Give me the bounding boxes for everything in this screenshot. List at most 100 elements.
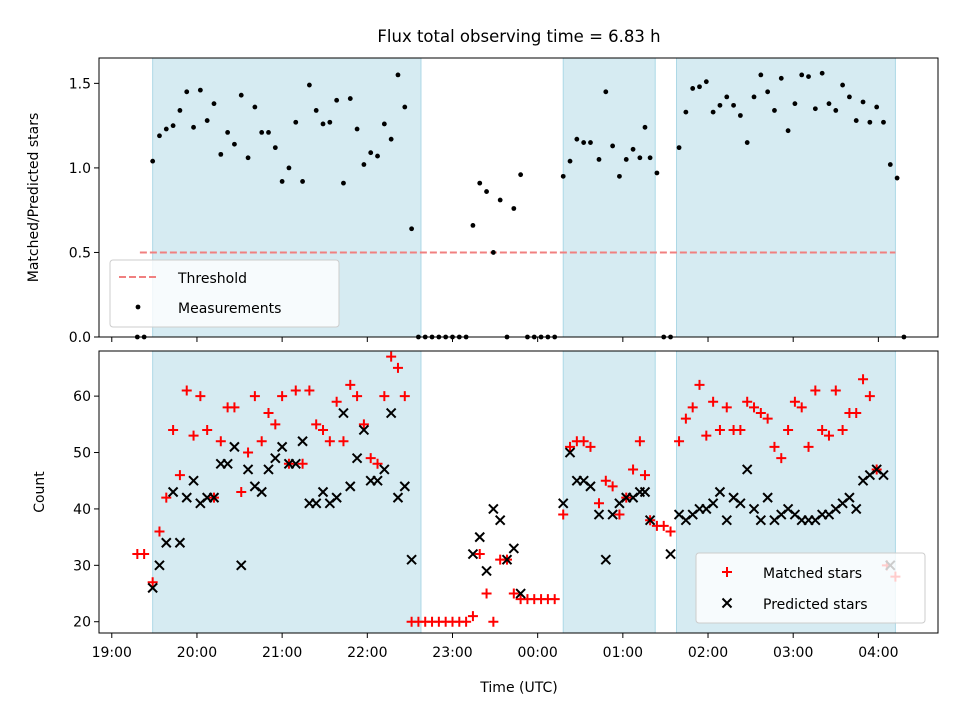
measurement-point	[388, 136, 394, 142]
predicted-point	[310, 498, 322, 509]
measurement-point	[354, 126, 360, 132]
legend-matched-label: Matched stars	[763, 566, 862, 582]
matched-point	[585, 441, 596, 452]
matched-point	[851, 408, 862, 419]
legend-measurement-label: Measurements	[178, 301, 281, 317]
predicted-point	[222, 458, 233, 470]
measurement-point	[826, 101, 832, 107]
measurement-point	[881, 119, 886, 125]
matched-point	[139, 549, 150, 560]
measurement-point	[368, 150, 374, 156]
matched-point	[687, 402, 698, 413]
measurement-point	[375, 153, 380, 159]
measurement-point	[630, 146, 636, 152]
matched-point	[721, 402, 732, 413]
matched-point	[324, 436, 335, 447]
predicted-point	[256, 486, 267, 498]
predicted-point	[741, 464, 753, 475]
measurement-point	[204, 118, 210, 123]
x-tick-label: 01:00	[603, 645, 643, 661]
measurement-point	[847, 94, 852, 100]
matched-point	[593, 498, 604, 509]
predicted-point	[501, 554, 513, 565]
y-tick-label: 40	[73, 502, 91, 518]
matched-point	[461, 616, 472, 627]
matched-point	[338, 436, 349, 447]
legend-box	[695, 552, 926, 624]
predicted-point	[147, 582, 158, 594]
predicted-point	[474, 531, 485, 543]
measurement-point	[581, 140, 587, 145]
predicted-point	[379, 464, 390, 475]
predicted-point	[208, 492, 220, 503]
matched-point	[864, 391, 875, 402]
measurement-point	[497, 197, 503, 203]
measurement-point	[833, 108, 839, 113]
measurement-point	[654, 170, 660, 176]
matched-point	[202, 424, 213, 435]
predicted-point	[665, 548, 676, 560]
predicted-point	[564, 447, 576, 458]
matched-point	[215, 436, 226, 447]
measurement-point	[697, 84, 702, 90]
measurement-point	[567, 158, 573, 164]
matched-point	[331, 396, 342, 407]
matched-point	[379, 391, 390, 402]
predicted-point	[167, 486, 179, 498]
measurement-point	[874, 104, 880, 110]
matched-point	[755, 408, 766, 419]
measurement-point	[778, 75, 784, 81]
measurement-point	[300, 179, 305, 184]
legend-predicted-label: Predicted stars	[763, 597, 868, 613]
measurement-point	[341, 180, 346, 186]
measurement-point	[211, 101, 217, 107]
matched-point	[290, 385, 301, 396]
matched-point	[837, 424, 848, 435]
measurement-point	[637, 155, 643, 161]
shaded-interval	[152, 350, 422, 634]
measurement-point	[819, 70, 825, 76]
measurement-point	[157, 133, 162, 139]
x-tick-label: 23:00	[432, 645, 472, 661]
measurement-point	[683, 109, 689, 115]
matched-point	[481, 588, 492, 599]
predicted-point	[338, 407, 349, 419]
predicted-point	[714, 486, 726, 498]
measurement-point	[887, 162, 893, 167]
figure-title: Flux total observing time = 6.83 h	[377, 27, 660, 46]
matched-point	[578, 436, 589, 447]
legend-box	[109, 259, 340, 328]
y-tick-label: 20	[73, 615, 91, 631]
predicted-point	[385, 407, 397, 419]
matched-point	[789, 396, 800, 407]
predicted-point	[181, 492, 192, 503]
predicted-point	[515, 588, 526, 599]
predicted-point	[297, 436, 308, 447]
predicted-point	[399, 481, 410, 492]
predicted-point	[161, 537, 172, 548]
predicted-point	[607, 509, 618, 520]
measurement-point	[799, 72, 805, 78]
measurement-point	[484, 189, 489, 194]
matched-point	[639, 470, 650, 481]
y-tick-label: 50	[73, 446, 91, 462]
predicted-point	[600, 554, 612, 565]
y-tick-label: 30	[73, 558, 91, 574]
measurement-point	[197, 87, 203, 93]
measurement-point	[490, 250, 496, 255]
shaded-interval	[676, 57, 896, 338]
matched-point	[195, 391, 206, 402]
y-axis-label: Matched/Predicted stars	[26, 113, 42, 283]
measurement-point	[792, 101, 798, 107]
predicted-point	[392, 492, 404, 503]
measurement-point	[867, 119, 873, 125]
matched-point	[858, 374, 869, 385]
matched-point	[188, 430, 199, 441]
measurement-point	[232, 141, 237, 147]
matched-point	[658, 520, 669, 531]
measurement-point	[252, 104, 258, 110]
measurement-point	[347, 96, 353, 101]
matched-point	[607, 481, 618, 492]
predicted-point	[358, 424, 370, 436]
